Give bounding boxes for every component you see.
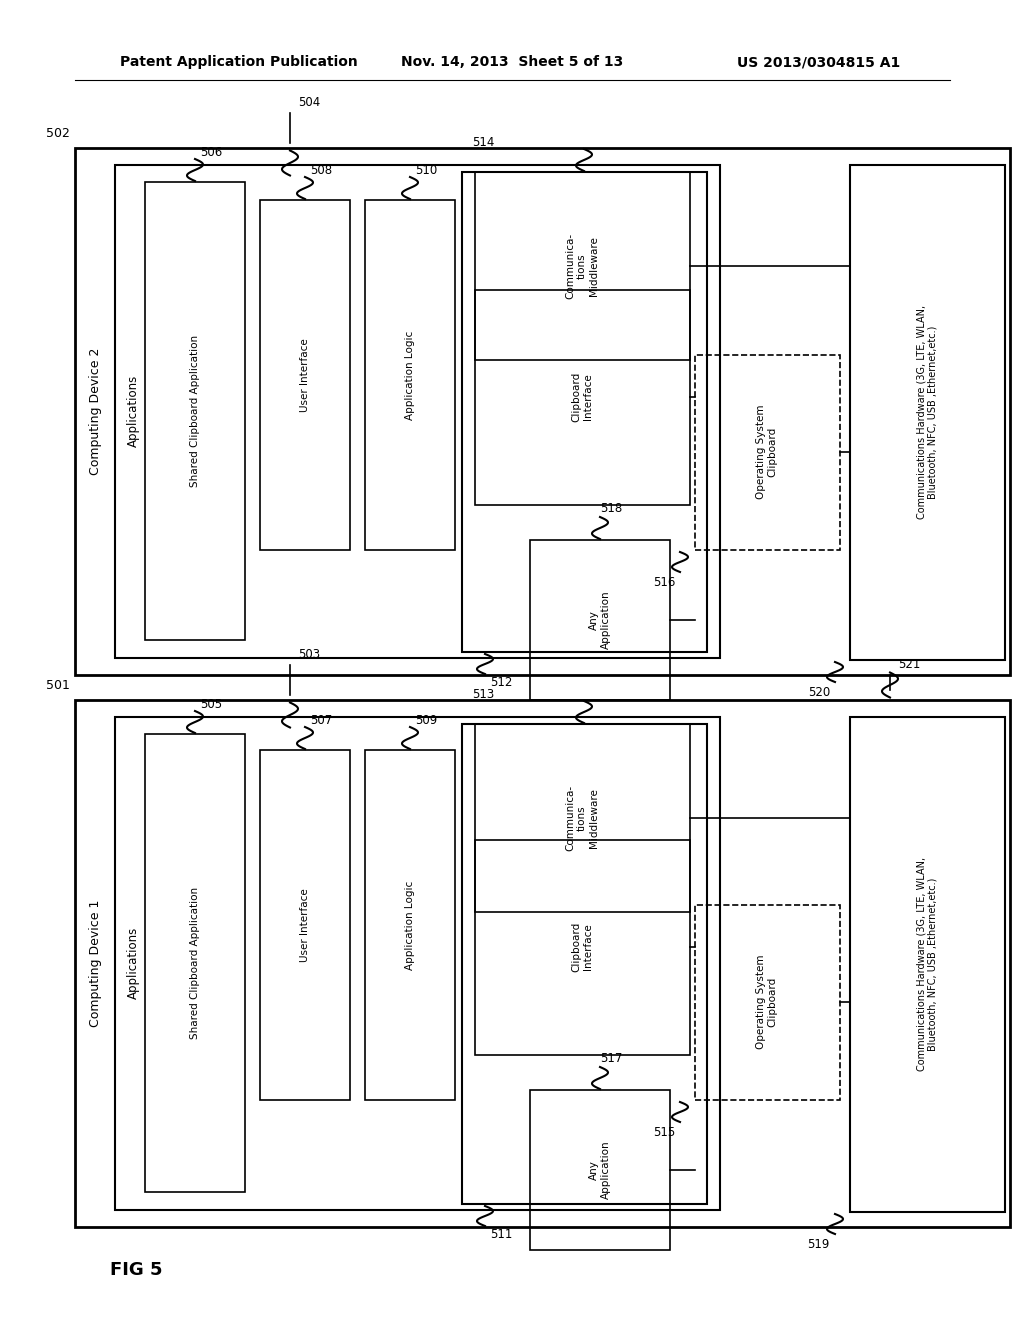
- Text: User Interface: User Interface: [300, 338, 310, 412]
- Text: Patent Application Publication: Patent Application Publication: [120, 55, 357, 69]
- Bar: [462, 723, 707, 1204]
- Text: Communications Hardware (3G, LTE, WLAN,
Bluetooth, NFC, USB ,Ethernet,etc.): Communications Hardware (3G, LTE, WLAN, …: [916, 305, 938, 519]
- Text: 520: 520: [808, 685, 830, 698]
- Text: 502: 502: [46, 127, 70, 140]
- Text: Computing Device 2: Computing Device 2: [88, 347, 101, 475]
- Text: Communica-
tions
Middleware: Communica- tions Middleware: [565, 785, 599, 851]
- Bar: [365, 201, 455, 550]
- Text: FIG 5: FIG 5: [110, 1261, 163, 1279]
- Bar: [115, 165, 720, 657]
- Text: 508: 508: [310, 164, 332, 177]
- Bar: [850, 717, 1005, 1212]
- Bar: [145, 734, 245, 1192]
- Text: 510: 510: [415, 164, 437, 177]
- Text: User Interface: User Interface: [300, 888, 310, 962]
- Bar: [462, 172, 707, 652]
- Text: 517: 517: [600, 1052, 623, 1064]
- Text: Communica-
tions
Middleware: Communica- tions Middleware: [565, 232, 599, 300]
- Text: 511: 511: [490, 1228, 512, 1241]
- Text: Applications: Applications: [127, 375, 139, 447]
- Text: 514: 514: [472, 136, 495, 149]
- Text: 509: 509: [415, 714, 437, 726]
- Text: 521: 521: [898, 659, 921, 672]
- Text: Operating System
Clipboard: Operating System Clipboard: [756, 405, 778, 499]
- Text: 501: 501: [46, 678, 70, 692]
- Text: US 2013/0304815 A1: US 2013/0304815 A1: [736, 55, 900, 69]
- Bar: [475, 172, 690, 360]
- Text: Any
Application: Any Application: [589, 590, 610, 649]
- Bar: [695, 355, 840, 550]
- Text: Any
Application: Any Application: [589, 1140, 610, 1200]
- Text: Computing Device 1: Computing Device 1: [88, 899, 101, 1027]
- Text: 503: 503: [298, 648, 321, 661]
- Text: Nov. 14, 2013  Sheet 5 of 13: Nov. 14, 2013 Sheet 5 of 13: [400, 55, 624, 69]
- Bar: [530, 540, 670, 700]
- Text: 519: 519: [808, 1238, 830, 1250]
- Text: Communications Hardware (3G, LTE, WLAN,
Bluetooth, NFC, USB ,Ethernet,etc.): Communications Hardware (3G, LTE, WLAN, …: [916, 857, 938, 1071]
- Bar: [260, 201, 350, 550]
- Text: 515: 515: [652, 1126, 675, 1138]
- Bar: [475, 840, 690, 1055]
- Bar: [475, 723, 690, 912]
- Text: Operating System
Clipboard: Operating System Clipboard: [756, 954, 778, 1049]
- Bar: [475, 290, 690, 506]
- Text: Clipboard
Interface: Clipboard Interface: [571, 372, 593, 422]
- Bar: [260, 750, 350, 1100]
- Text: Applications: Applications: [127, 927, 139, 999]
- Bar: [75, 700, 1010, 1228]
- Text: 518: 518: [600, 502, 623, 515]
- Text: 506: 506: [200, 145, 222, 158]
- Text: 513: 513: [472, 688, 495, 701]
- Bar: [145, 182, 245, 640]
- Bar: [365, 750, 455, 1100]
- Bar: [115, 717, 720, 1210]
- Text: Shared Clipboard Application: Shared Clipboard Application: [190, 335, 200, 487]
- Text: 505: 505: [200, 697, 222, 710]
- Text: 516: 516: [652, 576, 675, 589]
- Bar: [695, 906, 840, 1100]
- Bar: [75, 148, 1010, 675]
- Bar: [530, 1090, 670, 1250]
- Text: 507: 507: [310, 714, 332, 726]
- Text: 512: 512: [490, 676, 512, 689]
- Text: Application Logic: Application Logic: [406, 880, 415, 970]
- Text: Application Logic: Application Logic: [406, 330, 415, 420]
- Text: Clipboard
Interface: Clipboard Interface: [571, 921, 593, 972]
- Text: Shared Clipboard Application: Shared Clipboard Application: [190, 887, 200, 1039]
- Bar: [850, 165, 1005, 660]
- Text: 504: 504: [298, 96, 321, 110]
